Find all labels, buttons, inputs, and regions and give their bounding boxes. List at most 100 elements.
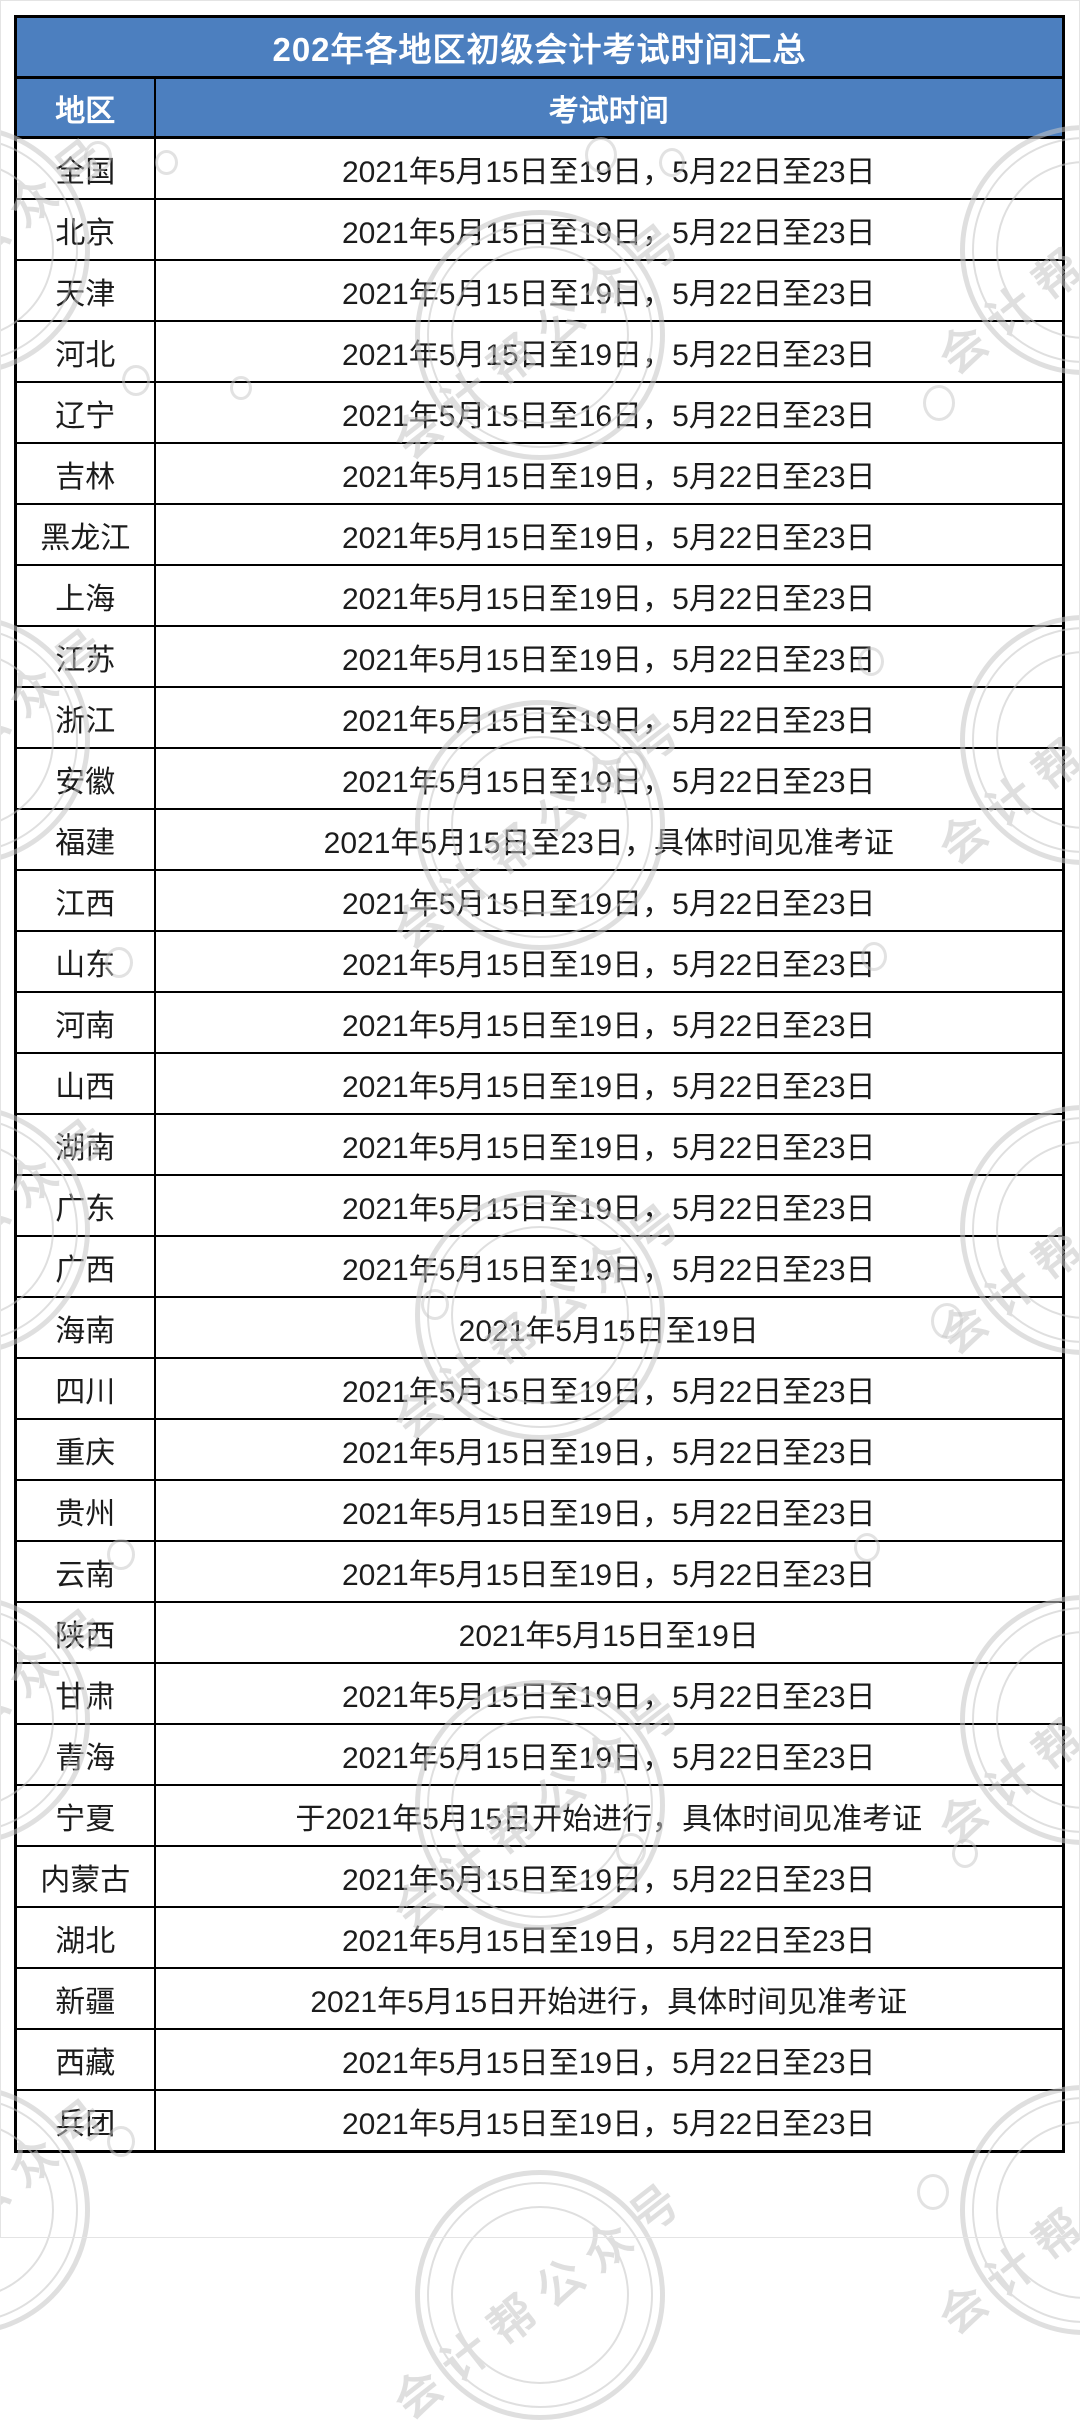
exam-time-cell: 2021年5月15日至19日，5月22日至23日 (153, 259, 1065, 322)
exam-time-cell: 2021年5月15日至19日，5月22日至23日 (153, 1357, 1065, 1420)
table-title: 202年各地区初级会计考试时间汇总 (14, 15, 1065, 79)
region-cell: 辽宁 (14, 381, 156, 444)
exam-time-cell: 2021年5月15日至19日，5月22日至23日 (153, 930, 1065, 993)
exam-time-cell: 2021年5月15日开始进行，具体时间见准考证 (153, 1967, 1065, 2030)
exam-time-cell: 2021年5月15日至23日，具体时间见准考证 (153, 808, 1065, 871)
table-row: 福建 2021年5月15日至23日，具体时间见准考证 (14, 808, 1065, 871)
exam-time-cell: 2021年5月15日至19日，5月22日至23日 (153, 747, 1065, 810)
table-row: 西藏 2021年5月15日至19日，5月22日至23日 (14, 2028, 1065, 2091)
watermark-stamp-icon: 会计帮公众号 (384, 2166, 700, 2429)
region-cell: 江西 (14, 869, 156, 932)
region-cell: 贵州 (14, 1479, 156, 1542)
exam-time-cell: 2021年5月15日至19日，5月22日至23日 (153, 1479, 1065, 1542)
exam-time-cell: 2021年5月15日至19日，5月22日至23日 (153, 1418, 1065, 1481)
exam-time-cell: 2021年5月15日至19日，5月22日至23日 (153, 625, 1065, 688)
exam-time-cell: 2021年5月15日至19日，5月22日至23日 (153, 869, 1065, 932)
exam-time-cell: 2021年5月15日至19日，5月22日至23日 (153, 1723, 1065, 1786)
region-cell: 云南 (14, 1540, 156, 1603)
table-row: 江苏 2021年5月15日至19日，5月22日至23日 (14, 625, 1065, 688)
watermark-circle-icon (917, 2174, 949, 2210)
table-row: 重庆 2021年5月15日至19日，5月22日至23日 (14, 1418, 1065, 1481)
table-row: 甘肃 2021年5月15日至19日，5月22日至23日 (14, 1662, 1065, 1725)
exam-time-cell: 2021年5月15日至19日，5月22日至23日 (153, 1113, 1065, 1176)
region-cell: 宁夏 (14, 1784, 156, 1847)
region-cell: 海南 (14, 1296, 156, 1359)
table-row: 陕西 2021年5月15日至19日 (14, 1601, 1065, 1664)
exam-time-cell: 2021年5月15日至19日 (153, 1601, 1065, 1664)
exam-time-cell: 2021年5月15日至19日，5月22日至23日 (153, 991, 1065, 1054)
region-cell: 浙江 (14, 686, 156, 749)
exam-time-cell: 2021年5月15日至19日，5月22日至23日 (153, 1052, 1065, 1115)
table-title-row: 202年各地区初级会计考试时间汇总 (14, 15, 1065, 79)
table-row: 黑龙江 2021年5月15日至19日，5月22日至23日 (14, 503, 1065, 566)
exam-time-cell: 2021年5月15日至19日，5月22日至23日 (153, 136, 1065, 200)
table-row: 河南 2021年5月15日至19日，5月22日至23日 (14, 991, 1065, 1054)
table-row: 湖南 2021年5月15日至19日，5月22日至23日 (14, 1113, 1065, 1176)
table-row: 吉林 2021年5月15日至19日，5月22日至23日 (14, 442, 1065, 505)
region-cell: 陕西 (14, 1601, 156, 1664)
table-row: 青海 2021年5月15日至19日，5月22日至23日 (14, 1723, 1065, 1786)
table-row: 安徽 2021年5月15日至19日，5月22日至23日 (14, 747, 1065, 810)
region-cell: 北京 (14, 198, 156, 261)
exam-time-cell: 2021年5月15日至19日，5月22日至23日 (153, 1845, 1065, 1908)
region-cell: 河北 (14, 320, 156, 383)
table-body: 全国 2021年5月15日至19日，5月22日至23日 北京 2021年5月15… (14, 136, 1065, 2153)
exam-time-cell: 2021年5月15日至19日，5月22日至23日 (153, 1662, 1065, 1725)
table-row: 山东 2021年5月15日至19日，5月22日至23日 (14, 930, 1065, 993)
table-row: 宁夏 于2021年5月15日开始进行，具体时间见准考证 (14, 1784, 1065, 1847)
exam-time-cell: 2021年5月15日至19日，5月22日至23日 (153, 320, 1065, 383)
exam-time-cell: 于2021年5月15日开始进行，具体时间见准考证 (153, 1784, 1065, 1847)
region-cell: 安徽 (14, 747, 156, 810)
exam-time-cell: 2021年5月15日至19日，5月22日至23日 (153, 2028, 1065, 2091)
exam-time-cell: 2021年5月15日至19日，5月22日至23日 (153, 1540, 1065, 1603)
region-cell: 吉林 (14, 442, 156, 505)
region-cell: 湖南 (14, 1113, 156, 1176)
region-cell: 重庆 (14, 1418, 156, 1481)
exam-time-cell: 2021年5月15日至19日，5月22日至23日 (153, 686, 1065, 749)
exam-time-cell: 2021年5月15日至19日，5月22日至23日 (153, 1174, 1065, 1237)
table-row: 河北 2021年5月15日至19日，5月22日至23日 (14, 320, 1065, 383)
exam-time-cell: 2021年5月15日至16日，5月22日至23日 (153, 381, 1065, 444)
exam-time-cell: 2021年5月15日至19日，5月22日至23日 (153, 1906, 1065, 1969)
region-cell: 山西 (14, 1052, 156, 1115)
exam-time-cell: 2021年5月15日至19日，5月22日至23日 (153, 503, 1065, 566)
watermark-text: 会计帮公众号 (383, 2166, 700, 2429)
region-cell: 河南 (14, 991, 156, 1054)
exam-time-cell: 2021年5月15日至19日，5月22日至23日 (153, 198, 1065, 261)
region-cell: 兵团 (14, 2089, 156, 2153)
table-row: 全国 2021年5月15日至19日，5月22日至23日 (14, 136, 1065, 200)
table-row: 四川 2021年5月15日至19日，5月22日至23日 (14, 1357, 1065, 1420)
table-row: 广西 2021年5月15日至19日，5月22日至23日 (14, 1235, 1065, 1298)
region-cell: 广西 (14, 1235, 156, 1298)
region-cell: 全国 (14, 136, 156, 200)
region-cell: 青海 (14, 1723, 156, 1786)
region-cell: 天津 (14, 259, 156, 322)
exam-time-cell: 2021年5月15日至19日，5月22日至23日 (153, 564, 1065, 627)
table-row: 湖北 2021年5月15日至19日，5月22日至23日 (14, 1906, 1065, 1969)
table-row: 天津 2021年5月15日至19日，5月22日至23日 (14, 259, 1065, 322)
table-row: 山西 2021年5月15日至19日，5月22日至23日 (14, 1052, 1065, 1115)
exam-schedule-table: 202年各地区初级会计考试时间汇总 地区 考试时间 全国 2021年5月15日至… (14, 15, 1065, 2153)
region-cell: 甘肃 (14, 1662, 156, 1725)
region-cell: 西藏 (14, 2028, 156, 2091)
region-cell: 江苏 (14, 625, 156, 688)
table-header-row: 地区 考试时间 (14, 76, 1065, 139)
exam-time-cell: 2021年5月15日至19日，5月22日至23日 (153, 442, 1065, 505)
region-cell: 湖北 (14, 1906, 156, 1969)
region-cell: 新疆 (14, 1967, 156, 2030)
column-header-time: 考试时间 (153, 76, 1065, 139)
table-row: 内蒙古 2021年5月15日至19日，5月22日至23日 (14, 1845, 1065, 1908)
column-header-region: 地区 (14, 76, 156, 139)
table-row: 兵团 2021年5月15日至19日，5月22日至23日 (14, 2089, 1065, 2153)
table-row: 新疆 2021年5月15日开始进行，具体时间见准考证 (14, 1967, 1065, 2030)
table-row: 江西 2021年5月15日至19日，5月22日至23日 (14, 869, 1065, 932)
region-cell: 四川 (14, 1357, 156, 1420)
table-row: 辽宁 2021年5月15日至16日，5月22日至23日 (14, 381, 1065, 444)
exam-time-cell: 2021年5月15日至19日，5月22日至23日 (153, 2089, 1065, 2153)
exam-time-cell: 2021年5月15日至19日，5月22日至23日 (153, 1235, 1065, 1298)
region-cell: 黑龙江 (14, 503, 156, 566)
table-row: 海南 2021年5月15日至19日 (14, 1296, 1065, 1359)
table-row: 浙江 2021年5月15日至19日，5月22日至23日 (14, 686, 1065, 749)
table-row: 北京 2021年5月15日至19日，5月22日至23日 (14, 198, 1065, 261)
table-row: 云南 2021年5月15日至19日，5月22日至23日 (14, 1540, 1065, 1603)
